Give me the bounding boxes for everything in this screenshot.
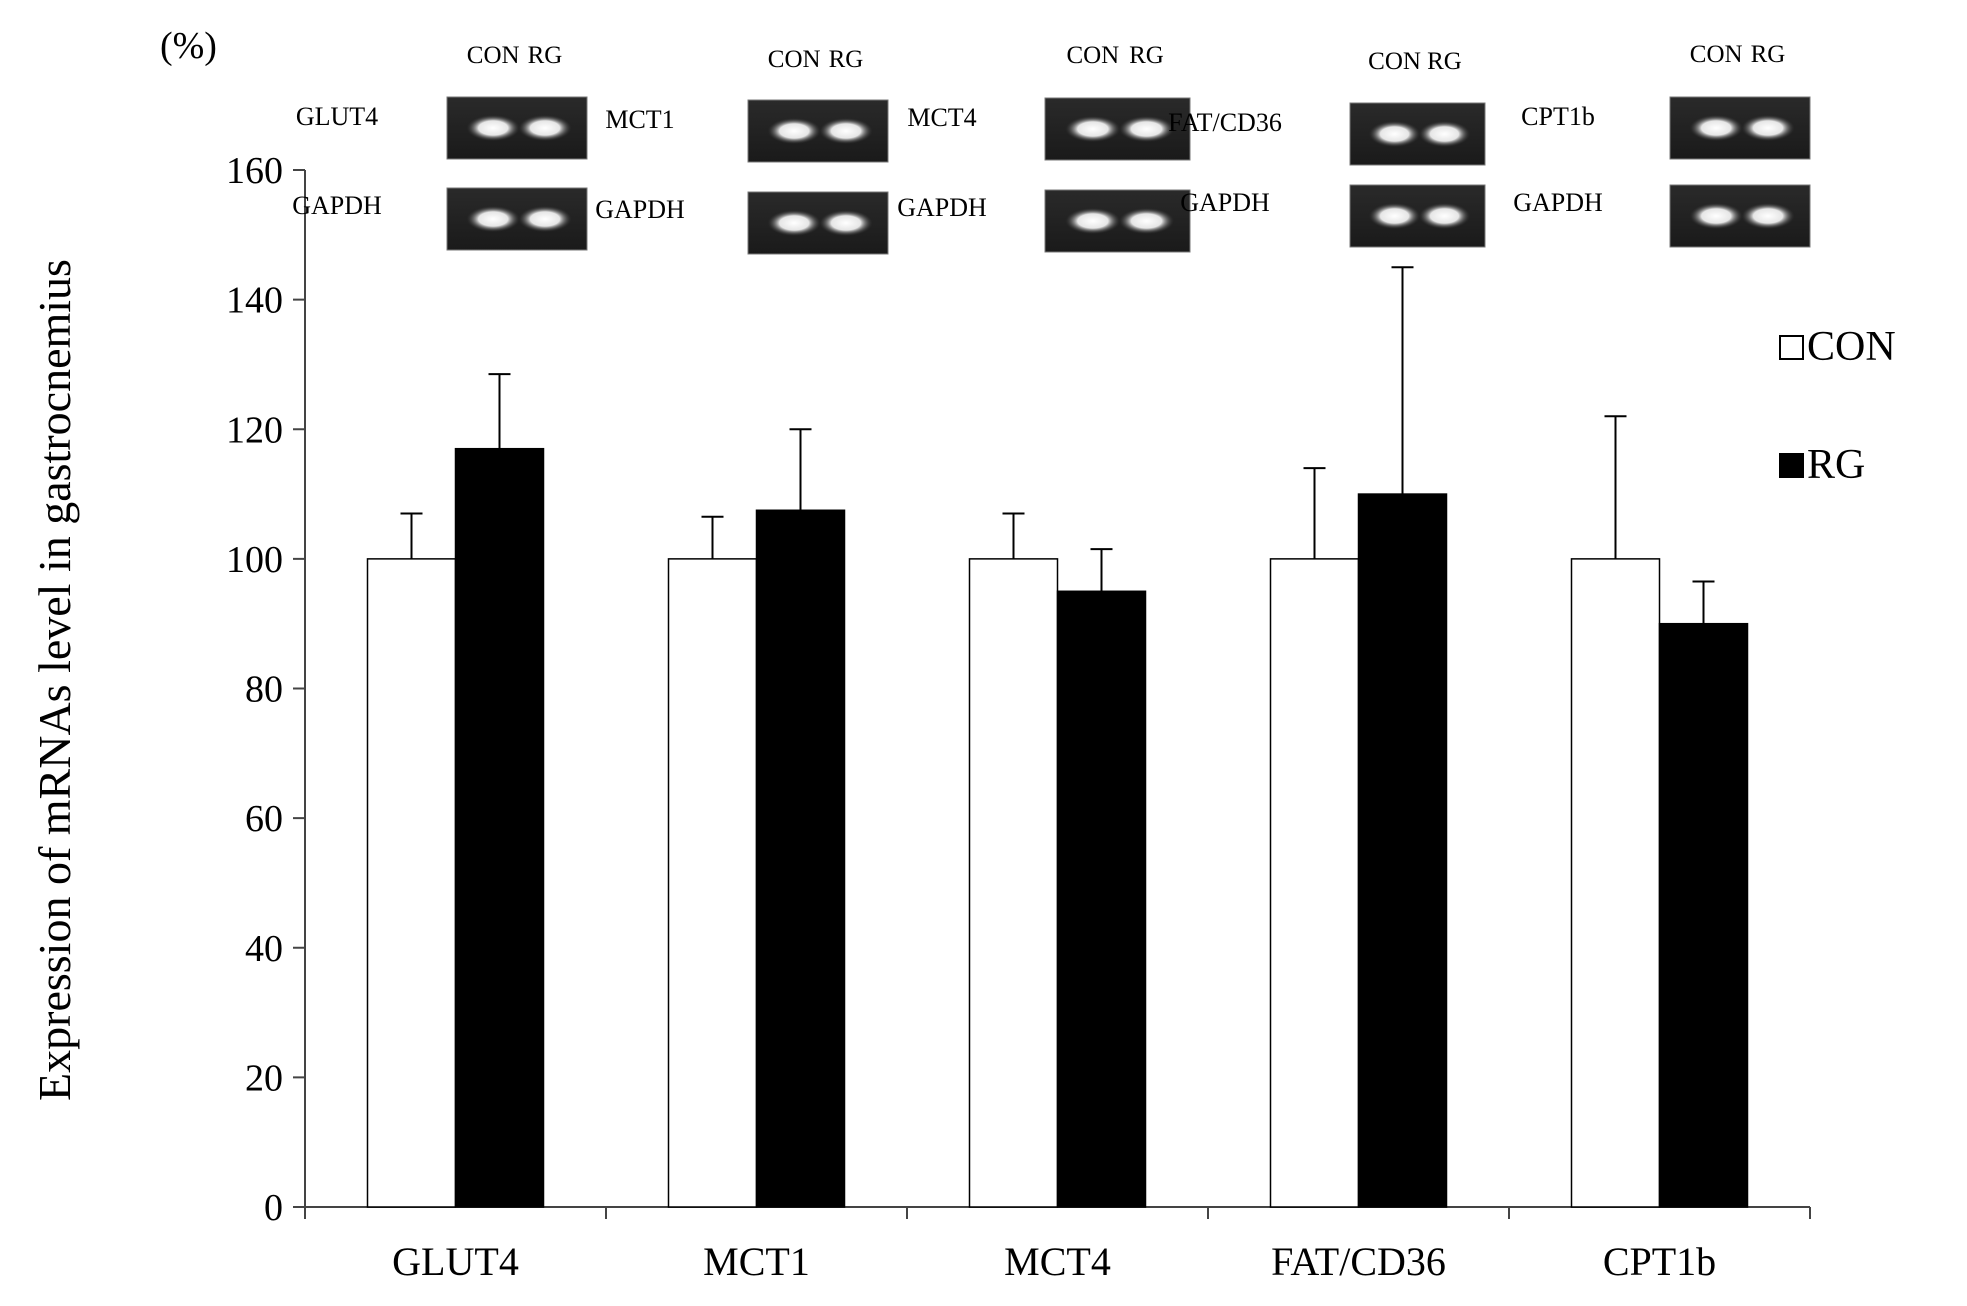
legend-swatch-rg [1779,453,1804,478]
gel-band [466,115,520,141]
legend-label-con: CON [1807,324,1896,370]
gel-panel-cpt1b: CON RG CPT1b GAPDH [1513,41,1811,248]
gel-band [1065,208,1121,234]
gel-band [1418,203,1471,229]
y-tick-label: 40 [245,928,283,970]
gel-band [1418,121,1471,147]
y-axis: 0 20 40 60 80 100 120 140 160 [226,150,306,1229]
gel-lane-label: CON [1066,42,1119,69]
gel-band [767,118,821,144]
category-label: MCT1 [703,1239,810,1284]
legend-label-rg: RG [1807,442,1865,488]
gel-reference-label: GAPDH [595,195,685,224]
gel-lane-label: CON [467,42,520,69]
gel-reference-label: GAPDH [897,193,987,222]
legend-swatch-con [1779,335,1804,360]
y-tick-label: 140 [226,280,283,322]
bar-con-mct1 [667,558,758,1208]
gel-lane-label: CON [1690,41,1743,68]
gel-band [518,115,572,141]
gel-target-label: MCT4 [907,103,976,132]
legend: CON RG [1779,324,1896,488]
gel-band [1065,116,1121,142]
gel-target-label: CPT1b [1521,102,1595,131]
error-bars [400,266,1715,624]
bar-rg-fat-cd36 [1357,493,1448,1208]
x-axis: GLUT4 MCT1 MCT4 FAT/CD36 CPT1b [304,1206,1811,1284]
gel-band [1118,116,1175,142]
gel-lane-label: CON [768,46,821,73]
gel-lane-label: RG [1751,41,1786,68]
gel-band [767,210,821,236]
gel-band [819,118,873,144]
bar-con-cpt1b [1570,558,1661,1208]
y-axis-unit: (%) [160,25,217,67]
gel-reference-label: GAPDH [292,191,382,220]
gel-panel-glut4: CON RG GLUT4 GAPDH [292,42,588,251]
gel-band [518,206,572,232]
y-tick-label: 120 [226,409,283,451]
gel-panel-fat-cd36: CON RG FAT/CD36 GAPDH [1168,48,1486,248]
gel-reference-label: GAPDH [1513,188,1603,217]
category-label: MCT4 [1004,1239,1111,1284]
gel-lane-label: RG [1129,42,1164,69]
y-tick-label: 80 [245,669,283,711]
gel-band [466,206,520,232]
gel-target-label: GLUT4 [296,102,378,131]
gel-panel-mct1: CON RG MCT1 GAPDH [595,46,889,255]
gel-band [1741,115,1795,141]
bar-con-mct4 [968,558,1059,1208]
y-tick-label: 60 [245,798,283,840]
gel-reference-label: GAPDH [1180,188,1270,217]
gel-band [1689,203,1743,229]
category-label: CPT1b [1603,1239,1716,1284]
category-label: FAT/CD36 [1271,1239,1446,1284]
gel-lane-label: RG [1427,48,1462,75]
gel-lane-label: CON [1368,48,1421,75]
bar-con-fat-cd36 [1269,558,1360,1208]
y-tick-label: 0 [264,1187,283,1229]
gel-lane-label: RG [528,42,563,69]
gel-band [1368,203,1421,229]
gel-panel-mct4: CON RG MCT4 GAPDH [897,42,1191,253]
gel-target-label: MCT1 [605,105,674,134]
gel-band [1368,121,1421,147]
bars [366,447,1749,1208]
gel-band [1118,208,1175,234]
gel-lane-label: RG [829,46,864,73]
bar-rg-mct1 [755,509,846,1208]
category-label: GLUT4 [392,1239,519,1284]
gel-band [819,210,873,236]
y-tick-label: 100 [226,539,283,581]
y-tick-label: 160 [226,150,283,192]
y-axis-label: Expression of mRNAs level in gastrocnemi… [29,259,80,1101]
y-tick-label: 20 [245,1057,283,1099]
bar-rg-glut4 [454,447,545,1208]
gel-target-label: FAT/CD36 [1168,108,1282,137]
bar-rg-cpt1b [1658,622,1749,1208]
gel-band [1689,115,1743,141]
gel-band [1741,203,1795,229]
bar-rg-mct4 [1056,590,1147,1208]
bar-con-glut4 [366,558,457,1208]
